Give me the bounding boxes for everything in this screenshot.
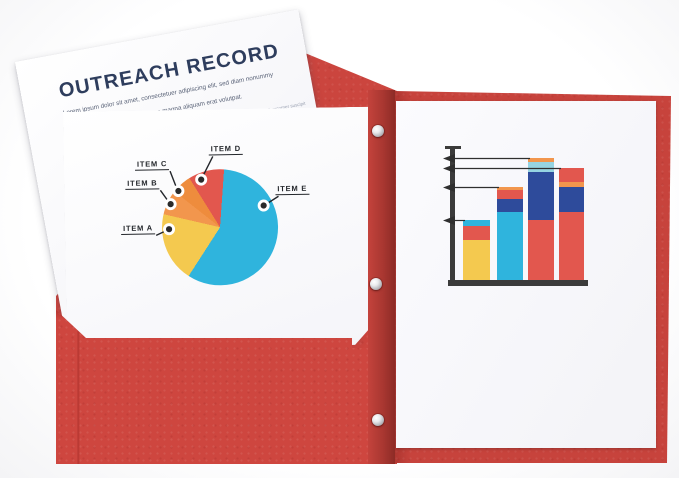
folder-right-panel <box>394 91 671 463</box>
stacked-bar-3 <box>528 158 554 280</box>
bar-segment-red <box>497 190 523 199</box>
pie-label-item-c: ITEM C <box>135 159 169 171</box>
bar-segment-navy <box>559 187 584 212</box>
bar-segment-navy <box>528 172 554 220</box>
bar-top-arrow-markers <box>443 154 561 225</box>
fastener-rivet-middle <box>370 278 382 290</box>
stacked-bar-1 <box>463 220 490 280</box>
pie-label-item-e: ITEM E <box>275 184 309 196</box>
bar-segment-navy <box>497 199 523 212</box>
bar-segment-yellow <box>463 240 490 280</box>
stacked-bar-chart <box>396 101 656 448</box>
bar-segment-red <box>559 168 584 182</box>
pie-label-item-a: ITEM A <box>121 223 155 235</box>
bar-segment-light_blue <box>528 162 554 172</box>
bar-top-arrow <box>443 216 455 225</box>
pie-chart <box>161 168 279 286</box>
bar-segment-orange <box>497 187 523 190</box>
bar-segment-blue <box>497 212 523 280</box>
x-axis <box>448 280 588 286</box>
stacked-bar-2 <box>497 187 523 280</box>
fastener-rivet-bottom <box>372 414 384 426</box>
bar-top-arrow <box>443 154 455 163</box>
bar-chart-sheet <box>396 101 656 448</box>
stacked-bar-4 <box>559 168 584 280</box>
pie-chart-sheet: ITEM A ITEM B ITEM C ITEM D ITEM E <box>63 107 375 350</box>
bar-segment-red <box>559 212 584 280</box>
y-axis-cap <box>445 146 461 149</box>
bar-top-arrow <box>443 183 455 192</box>
bar-segment-blue <box>463 220 490 226</box>
bar-segment-orange <box>559 182 584 187</box>
folder-spine <box>368 90 395 464</box>
pie-label-item-b: ITEM B <box>125 178 159 190</box>
fastener-rivet-top <box>372 125 384 137</box>
bar-segment-orange <box>528 158 554 162</box>
bar-segment-red <box>463 226 490 240</box>
bar-segment-red <box>528 220 554 280</box>
pie-label-item-d: ITEM D <box>209 144 243 156</box>
bar-top-arrow <box>443 164 455 173</box>
